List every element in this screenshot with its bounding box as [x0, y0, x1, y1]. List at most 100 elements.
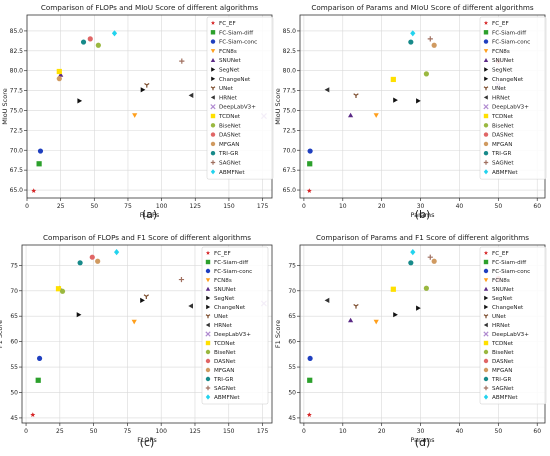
x-tick-label: 25	[56, 428, 64, 435]
x-tick-label: 150	[223, 203, 235, 210]
legend-label-segnet: SegNet	[214, 296, 235, 302]
data-point-tri-gr	[408, 260, 414, 266]
legend-marker-changenet	[211, 76, 216, 81]
legend-label-dasnet: DASNet	[492, 359, 514, 365]
legend-label-fcn8s: FCN8s	[492, 49, 510, 55]
legend-marker-snunet	[483, 58, 489, 62]
legend-marker-unet	[205, 314, 211, 319]
legend-label-unet: UNet	[214, 314, 229, 320]
legend-marker-mfgan	[483, 367, 489, 373]
legend-marker-dasnet	[483, 132, 489, 137]
legend-marker-fc-siam-conc	[483, 39, 489, 44]
legend-label-tri-gr: TRI-GR	[218, 151, 239, 157]
y-tick-label: 67.5	[10, 167, 24, 174]
legend-label-mfgan: MFGAN	[214, 368, 234, 374]
legend-label-deeplabv3: DeepLabV3+	[214, 332, 251, 338]
data-point-fc-siam-conc	[307, 148, 313, 154]
data-point-fc-siam-diff	[307, 161, 313, 167]
data-point-tcdnet	[56, 68, 62, 75]
y-tick-label: 65.0	[10, 187, 24, 194]
data-point-tri-gr	[80, 39, 87, 45]
legend-marker-hrnet	[483, 95, 488, 100]
legend-marker-abmfnet	[483, 169, 489, 175]
legend-label-fc-siam-conc: FC-Siam-conc	[214, 269, 252, 275]
data-point-fc-siam-diff	[36, 161, 42, 167]
legend-label-dasnet: DASNet	[219, 133, 241, 139]
legend-label-snunet: SNUNet	[214, 287, 236, 293]
legend-marker-fcn8s	[210, 49, 216, 54]
legend-marker-unet	[483, 86, 489, 91]
legend-label-tcdnet: TCDNet	[218, 114, 241, 120]
x-tick-label: 100	[155, 428, 167, 435]
y-tick-label: 67.5	[283, 167, 297, 174]
legend-label-dasnet: DASNet	[492, 133, 514, 139]
legend-label-abmfnet: ABMFNet	[492, 395, 518, 401]
x-axis-label: FLOPs	[140, 211, 160, 219]
chart-panel-b: Comparison of Params and MIoU Score of d…	[274, 3, 547, 221]
y-tick-label: 75.0	[10, 107, 24, 114]
legend-label-hrnet: HRNet	[214, 323, 233, 329]
legend-label-unet: UNet	[492, 86, 507, 92]
legend-marker-bisenet	[483, 123, 489, 128]
legend-marker-tcdnet	[210, 113, 216, 119]
legend-marker-fcn8s	[483, 49, 489, 54]
data-point-bisenet	[59, 288, 66, 294]
x-tick-label: 30	[417, 428, 425, 435]
legend-marker-tri-gr	[483, 151, 489, 156]
legend-marker-fc-siam-diff	[483, 30, 489, 35]
legend-label-hrnet: HRNet	[219, 95, 238, 101]
x-tick-label: 125	[189, 428, 201, 435]
legend-marker-tcdnet	[483, 113, 489, 119]
data-point-fc-ef	[30, 412, 36, 417]
data-point-fcn8s	[132, 113, 138, 118]
legend-label-segnet: SegNet	[219, 68, 240, 74]
data-point-fc-ef	[31, 188, 37, 193]
data-point-abmfnet	[410, 30, 416, 37]
legend-marker-tcdnet	[483, 340, 489, 346]
data-point-fc-siam-diff	[307, 377, 313, 383]
data-point-abmfnet	[410, 249, 416, 256]
y-tick-label: 55	[10, 364, 18, 371]
y-tick-label: 65	[288, 313, 296, 320]
x-tick-label: 150	[223, 428, 235, 435]
legend-label-segnet: SegNet	[492, 68, 513, 74]
x-tick-label: 0	[302, 428, 306, 435]
data-point-unet	[353, 93, 359, 98]
legend-marker-fc-siam-conc	[205, 268, 211, 274]
legend-marker-deeplabv3	[205, 331, 211, 337]
y-tick-label: 65.0	[283, 187, 297, 194]
x-tick-label: 60	[533, 203, 541, 210]
legend-marker-sagnet	[210, 160, 216, 165]
data-point-dasnet	[89, 254, 95, 260]
legend-label-fcn8s: FCN8s	[492, 278, 510, 284]
legend-marker-sagnet	[483, 160, 489, 165]
legend-label-snunet: SNUNet	[492, 287, 514, 293]
panel-label: (a)	[142, 208, 157, 221]
data-point-fc-ef	[306, 412, 312, 417]
x-tick-label: 60	[533, 428, 541, 435]
y-tick-label: 75	[10, 262, 18, 269]
chart-panel-c: Comparison of FLOPs and F1 Score of diff…	[0, 233, 273, 449]
y-axis-label: F1 Score	[274, 320, 282, 348]
y-tick-label: 72.5	[10, 127, 24, 134]
y-tick-label: 60	[10, 339, 18, 346]
legend-marker-tri-gr	[205, 376, 211, 382]
y-tick-label: 77.5	[10, 88, 24, 95]
y-tick-label: 50	[288, 389, 296, 396]
data-point-bisenet	[95, 42, 101, 48]
legend-label-fcn8s: FCN8s	[214, 278, 232, 284]
legend-label-fc-ef: FC_EF	[219, 21, 236, 27]
legend-marker-abmfnet	[483, 394, 489, 400]
y-tick-label: 45	[10, 415, 18, 422]
x-tick-label: 40	[456, 203, 464, 210]
y-tick-label: 75	[288, 262, 296, 269]
data-point-hrnet	[188, 92, 194, 98]
legend-label-mfgan: MFGAN	[492, 142, 512, 148]
data-point-tcdnet	[390, 76, 396, 83]
legend-label-deeplabv3: DeepLabV3+	[492, 105, 529, 111]
legend-label-abmfnet: ABMFNet	[214, 395, 240, 401]
data-point-abmfnet	[111, 30, 118, 37]
plot-area-frame	[21, 244, 273, 424]
panel-label: (c)	[140, 436, 155, 449]
y-tick-label: 70	[10, 288, 18, 295]
